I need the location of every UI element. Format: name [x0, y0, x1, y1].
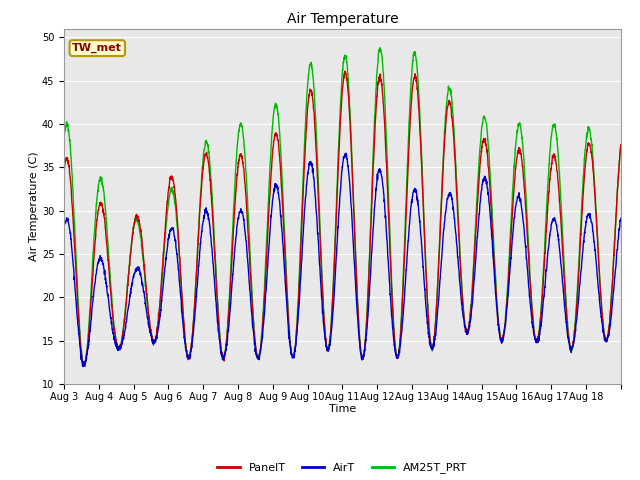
AM25T_PRT	[81, 363, 88, 369]
AirT	[609, 291, 617, 297]
Y-axis label: Air Temperature (C): Air Temperature (C)	[29, 152, 39, 261]
AirT	[542, 269, 550, 275]
PanelT	[236, 152, 244, 157]
PanelT	[341, 68, 349, 74]
X-axis label: Time: Time	[329, 405, 356, 414]
AM25T_PRT	[60, 137, 68, 143]
Line: PanelT: PanelT	[64, 71, 621, 367]
AirT	[236, 209, 244, 215]
Line: AM25T_PRT: AM25T_PRT	[64, 48, 621, 366]
AM25T_PRT	[236, 121, 244, 127]
PanelT	[116, 347, 124, 353]
PanelT	[542, 235, 550, 240]
PanelT	[617, 142, 625, 147]
AirT	[617, 216, 625, 221]
AM25T_PRT	[511, 159, 518, 165]
PanelT	[80, 364, 88, 370]
AM25T_PRT	[376, 45, 384, 50]
PanelT	[511, 178, 518, 184]
AM25T_PRT	[542, 219, 550, 225]
AM25T_PRT	[609, 263, 617, 268]
AM25T_PRT	[116, 346, 124, 351]
AirT	[79, 363, 87, 369]
AM25T_PRT	[376, 45, 384, 51]
AirT	[511, 215, 518, 220]
PanelT	[60, 169, 68, 175]
Legend: PanelT, AirT, AM25T_PRT: PanelT, AirT, AM25T_PRT	[213, 458, 472, 478]
Line: AirT: AirT	[64, 153, 621, 366]
AM25T_PRT	[617, 144, 625, 149]
Text: TW_met: TW_met	[72, 43, 122, 53]
AirT	[116, 343, 124, 348]
Title: Air Temperature: Air Temperature	[287, 12, 398, 26]
PanelT	[609, 264, 617, 269]
AirT	[342, 150, 349, 156]
AirT	[376, 169, 384, 175]
PanelT	[376, 71, 384, 77]
AirT	[60, 226, 68, 232]
